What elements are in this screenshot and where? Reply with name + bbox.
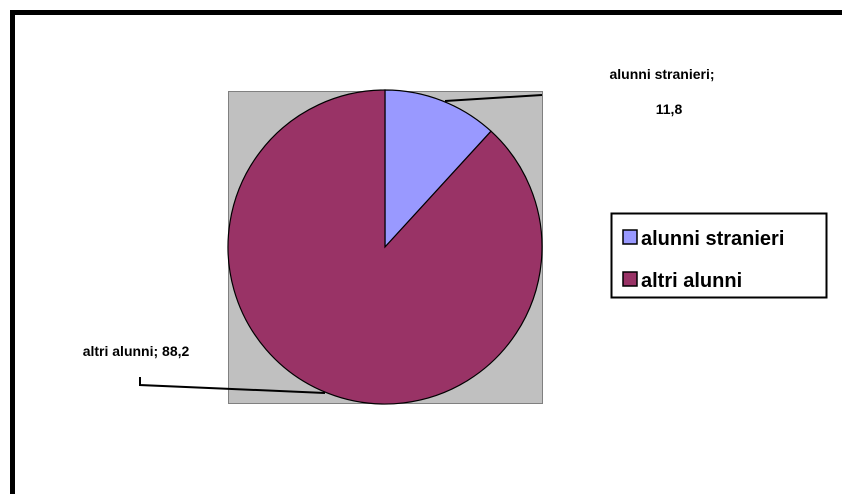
data-label-altri-alunni: altri alunni; 88,2 [83, 343, 190, 359]
legend-label-altri-alunni: altri alunni [641, 270, 742, 292]
leader-line-alunni-stranieri [444, 94, 543, 102]
leader-line-altri-alunni [139, 377, 326, 394]
data-label-alunni-stranieri-value: 11,8 [656, 101, 683, 117]
legend-swatch-altri-alunni [622, 271, 638, 287]
legend-label-alunni-stranieri: alunni stranieri [641, 228, 784, 250]
pie-slice-altri-alunni [227, 89, 543, 405]
legend-box [610, 212, 828, 299]
data-label-alunni-stranieri-name: alunni stranieri; [609, 66, 714, 82]
legend-swatch-alunni-stranieri [622, 229, 638, 245]
pie-slice-alunni-stranieri [384, 89, 492, 249]
